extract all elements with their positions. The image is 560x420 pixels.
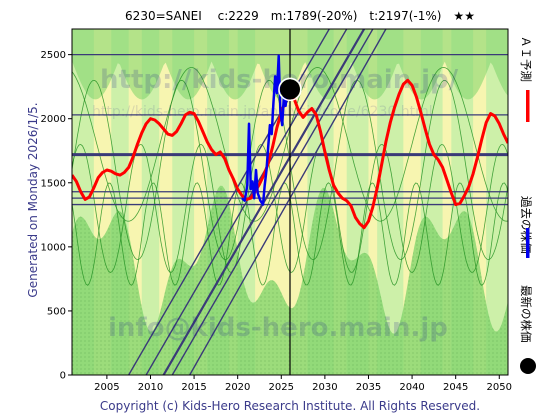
- y-tick-label: 1000: [41, 242, 66, 253]
- latest-price-marker-ring: [278, 77, 302, 102]
- y-tick-label: 2000: [41, 114, 66, 125]
- x-tick-label: 2045: [443, 382, 468, 393]
- watermark-analysis: http://kids-hero.main.jp/analysis/code/6…: [92, 104, 433, 120]
- copyright-footer: Copyright (c) Kids-Hero Research Institu…: [100, 399, 480, 413]
- legend-past-swatch: [526, 228, 530, 258]
- y-tick-label: 500: [47, 306, 66, 317]
- y-tick-label: 1500: [41, 178, 66, 189]
- x-tick-label: 2010: [138, 382, 163, 393]
- y-axis: 0 500 1000 1500 2000 2500: [41, 50, 72, 382]
- y-tick-label: 0: [60, 371, 66, 382]
- watermark-info: info@kids-hero.main.jp: [108, 313, 448, 343]
- series-layer: [72, 54, 508, 230]
- plot-area: http://kids-hero.main.jp/ http://kids-he…: [71, 28, 509, 376]
- x-tick-label: 2005: [94, 382, 119, 393]
- x-tick-label: 2035: [356, 382, 381, 393]
- past-price-series: [241, 54, 292, 206]
- legend-latest-marker: [520, 358, 536, 374]
- trend-line: [145, 29, 348, 375]
- band-dot-texture: [72, 185, 508, 375]
- plot-border: [71, 28, 509, 376]
- trend-line: [189, 29, 387, 375]
- x-tick-label: 2040: [399, 382, 424, 393]
- legend-ai-swatch: [526, 90, 530, 122]
- x-tick-label: 2015: [181, 382, 206, 393]
- x-tick-label: 2030: [312, 382, 337, 393]
- x-axis: 2005 2010 2015 2020 2025 2030 2035 2040 2045 2050: [94, 375, 512, 393]
- legend-latest-label: 最新の株価: [519, 285, 533, 343]
- legend-ai-label: ＡＩ予測: [519, 36, 533, 82]
- generated-date-label: Generated on Monday 2026/1/5.: [26, 102, 40, 297]
- legend: ＡＩ予測 過去の株価 最新の株価: [519, 36, 536, 374]
- trend-line: [171, 29, 374, 375]
- latest-price-marker: [280, 79, 300, 100]
- x-tick-label: 2050: [487, 382, 512, 393]
- x-tick-label: 2020: [225, 382, 250, 393]
- x-tick-label: 2025: [269, 382, 294, 393]
- y-tick-label: 2500: [41, 50, 66, 61]
- chart-title: 6230=SANEI c:2229 m:1789(-20%) t:2197(-1…: [125, 9, 475, 23]
